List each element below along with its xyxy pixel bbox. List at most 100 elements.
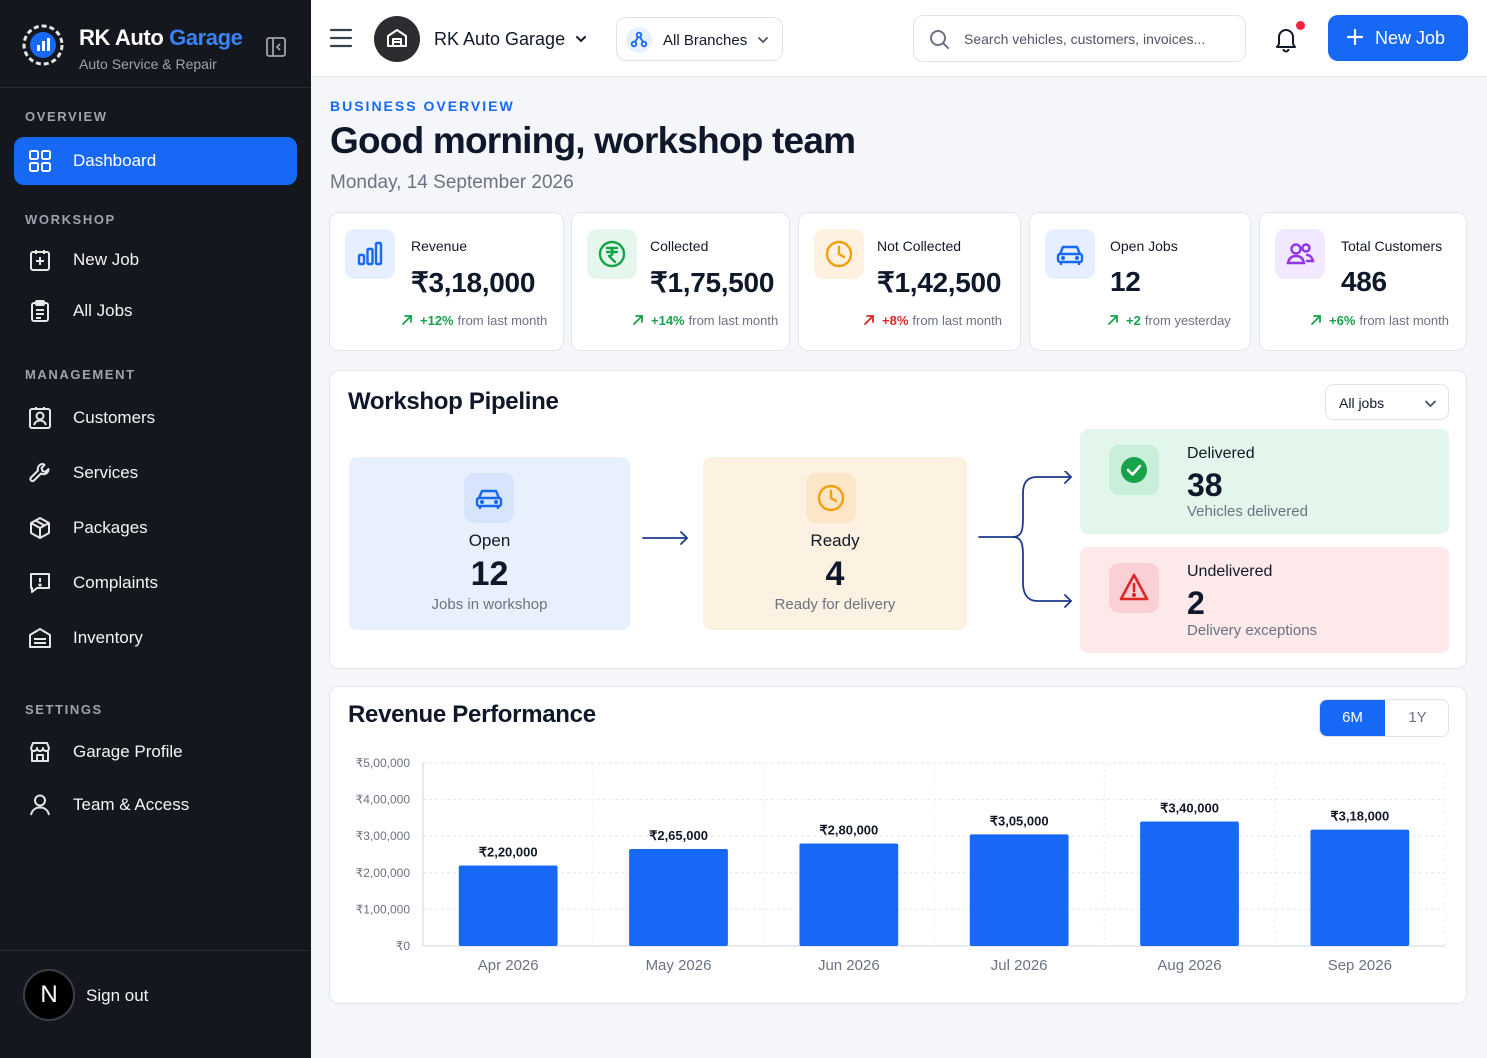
section-settings: SETTINGS — [25, 702, 103, 717]
pipeline-stage-label: Open — [468, 531, 511, 550]
stat-card-collected[interactable]: Collected ₹1,75,500 +14% from last month — [571, 212, 790, 351]
stat-since: from last month — [912, 313, 1002, 328]
sidebar-item-label: Packages — [73, 518, 148, 537]
stat-since: from last month — [457, 313, 548, 328]
arrow-right-icon — [642, 531, 689, 545]
clock-icon-wrap — [814, 229, 864, 279]
stat-value: 12 — [1110, 266, 1141, 297]
stat-label: Collected — [650, 238, 709, 254]
car-icon-wrap — [464, 473, 514, 523]
garage-avatar[interactable] — [374, 16, 420, 62]
sign-out-button[interactable]: Sign out — [86, 986, 149, 1005]
stat-trend: +12% from last month — [400, 313, 547, 328]
users-icon — [1286, 243, 1315, 265]
pipeline-stage-sub: Ready for delivery — [774, 596, 896, 613]
avatar[interactable]: N — [23, 969, 75, 1021]
y-tick-label: ₹5,00,000 — [356, 756, 411, 770]
stat-value: ₹1,75,500 — [650, 267, 775, 298]
bell-icon[interactable] — [1273, 25, 1299, 53]
pipeline-stage-count: 4 — [825, 555, 845, 593]
bar-value-label: ₹2,65,000 — [649, 828, 708, 843]
stat-card-open-jobs[interactable]: Open Jobs 12 +2 from yesterday — [1029, 212, 1251, 351]
stat-since: from last month — [1359, 313, 1449, 328]
page-title: Good morning, workshop team — [330, 120, 856, 161]
sidebar-item-team-access[interactable]: Team & Access — [14, 781, 297, 829]
branch-selector[interactable]: All Branches — [616, 17, 783, 61]
x-tick-label: May 2026 — [646, 957, 712, 974]
menu-icon[interactable] — [329, 27, 353, 49]
sidebar-item-dashboard[interactable]: Dashboard — [14, 137, 297, 185]
sidebar-item-packages[interactable]: Packages — [14, 504, 297, 552]
trend-up-icon — [633, 315, 643, 325]
section-workshop: WORKSHOP — [25, 212, 116, 227]
search-icon — [930, 30, 949, 49]
bar-value-label: ₹3,05,000 — [990, 813, 1049, 828]
clipboard-icon — [31, 300, 49, 322]
tab-1y[interactable]: 1Y — [1408, 709, 1427, 726]
search-input[interactable] — [964, 28, 1234, 50]
new-job-button-label: New Job — [1375, 28, 1446, 48]
sidebar-item-services[interactable]: Services — [14, 449, 297, 497]
range-tabs: 6M 1Y — [1319, 699, 1449, 737]
trend-up-icon — [1108, 315, 1118, 325]
brand-title: RK Auto Garage — [79, 25, 243, 50]
stat-delta: +14% — [651, 313, 685, 328]
branch-arrows-icon — [978, 471, 1072, 608]
y-tick-label: ₹4,00,000 — [356, 793, 411, 807]
sidebar-item-new-job[interactable]: New Job — [14, 236, 297, 284]
pipeline-stage-sub: Jobs in workshop — [431, 596, 548, 613]
pipeline-stage-undelivered[interactable]: Undelivered 2 Delivery exceptions — [1080, 547, 1449, 653]
brand-subtitle: Auto Service & Repair — [79, 56, 217, 72]
sidebar-item-complaints[interactable]: Complaints — [14, 559, 297, 607]
stat-trend: +2 from yesterday — [1106, 313, 1231, 328]
rupee-icon-wrap — [587, 229, 637, 279]
stat-since: from yesterday — [1144, 313, 1231, 328]
warehouse-icon — [29, 628, 51, 648]
y-tick-label: ₹0 — [396, 939, 411, 953]
plus-icon — [1346, 28, 1364, 46]
revenue-bar-chart: ₹0 ₹1,00,000 ₹2,00,000 ₹3,00,000 ₹4,00,000 ₹5… — [356, 756, 1446, 974]
pipeline-stage-ready[interactable]: Ready 4 Ready for delivery — [703, 457, 967, 630]
sidebar-item-all-jobs[interactable]: All Jobs — [14, 287, 297, 335]
sidebar-item-customers[interactable]: Customers — [14, 394, 297, 442]
garage-switcher[interactable]: RK Auto Garage — [434, 29, 566, 49]
notification-dot — [1296, 21, 1305, 30]
stat-card-total-customers[interactable]: Total Customers 486 +6% from last month — [1259, 212, 1467, 351]
bar-aug-2026 — [1140, 821, 1239, 946]
bar-value-label: ₹2,80,000 — [819, 823, 878, 838]
tab-6m[interactable]: 6M — [1320, 700, 1385, 736]
store-icon — [387, 29, 407, 47]
x-tick-label: Jun 2026 — [818, 957, 880, 974]
stat-value: ₹3,18,000 — [411, 267, 536, 298]
search-box[interactable] — [913, 15, 1246, 62]
pipeline-stage-delivered[interactable]: Delivered 38 Vehicles delivered — [1080, 429, 1449, 534]
pipeline-stage-sub: Delivery exceptions — [1187, 622, 1318, 639]
sidebar-footer: N Sign out — [0, 950, 311, 1058]
sidebar-item-label: Services — [73, 463, 139, 482]
bar-value-label: ₹3,40,000 — [1160, 801, 1219, 816]
top-header: RK Auto Garage All Branches New Job — [311, 0, 1487, 77]
stat-since: from last month — [688, 313, 779, 328]
pipeline-filter-select[interactable]: All jobs — [1325, 384, 1449, 420]
stat-card-revenue[interactable]: Revenue ₹3,18,000 +12% from last month — [329, 212, 564, 351]
pipeline-stage-open[interactable]: Open 12 Jobs in workshop — [349, 457, 630, 630]
car-icon — [475, 489, 503, 509]
x-tick-label: Sep 2026 — [1328, 957, 1392, 974]
section-eyebrow: BUSINESS OVERVIEW — [330, 98, 515, 114]
check-circle-icon-wrap — [1109, 445, 1159, 495]
pipeline-stage-label: Ready — [810, 531, 860, 550]
sidebar-item-garage-profile[interactable]: Garage Profile — [14, 728, 297, 776]
sidebar-item-inventory[interactable]: Inventory — [14, 614, 297, 662]
new-job-button[interactable]: New Job — [1328, 15, 1468, 61]
car-icon — [1056, 245, 1084, 265]
pipeline-stage-label: Undelivered — [1187, 563, 1273, 580]
panel-title: Workshop Pipeline — [348, 388, 559, 415]
sidebar-item-label: New Job — [73, 250, 140, 269]
stat-card-not-collected[interactable]: Not Collected ₹1,42,500 +8% from last mon… — [798, 212, 1021, 351]
grid-icon — [29, 150, 51, 172]
stat-trend: +14% from last month — [631, 313, 778, 328]
chevron-down-icon[interactable] — [574, 32, 588, 46]
bar-value-label: ₹2,20,000 — [479, 844, 538, 859]
collapse-sidebar-icon[interactable] — [264, 35, 288, 59]
trend-up-icon — [1311, 315, 1321, 325]
